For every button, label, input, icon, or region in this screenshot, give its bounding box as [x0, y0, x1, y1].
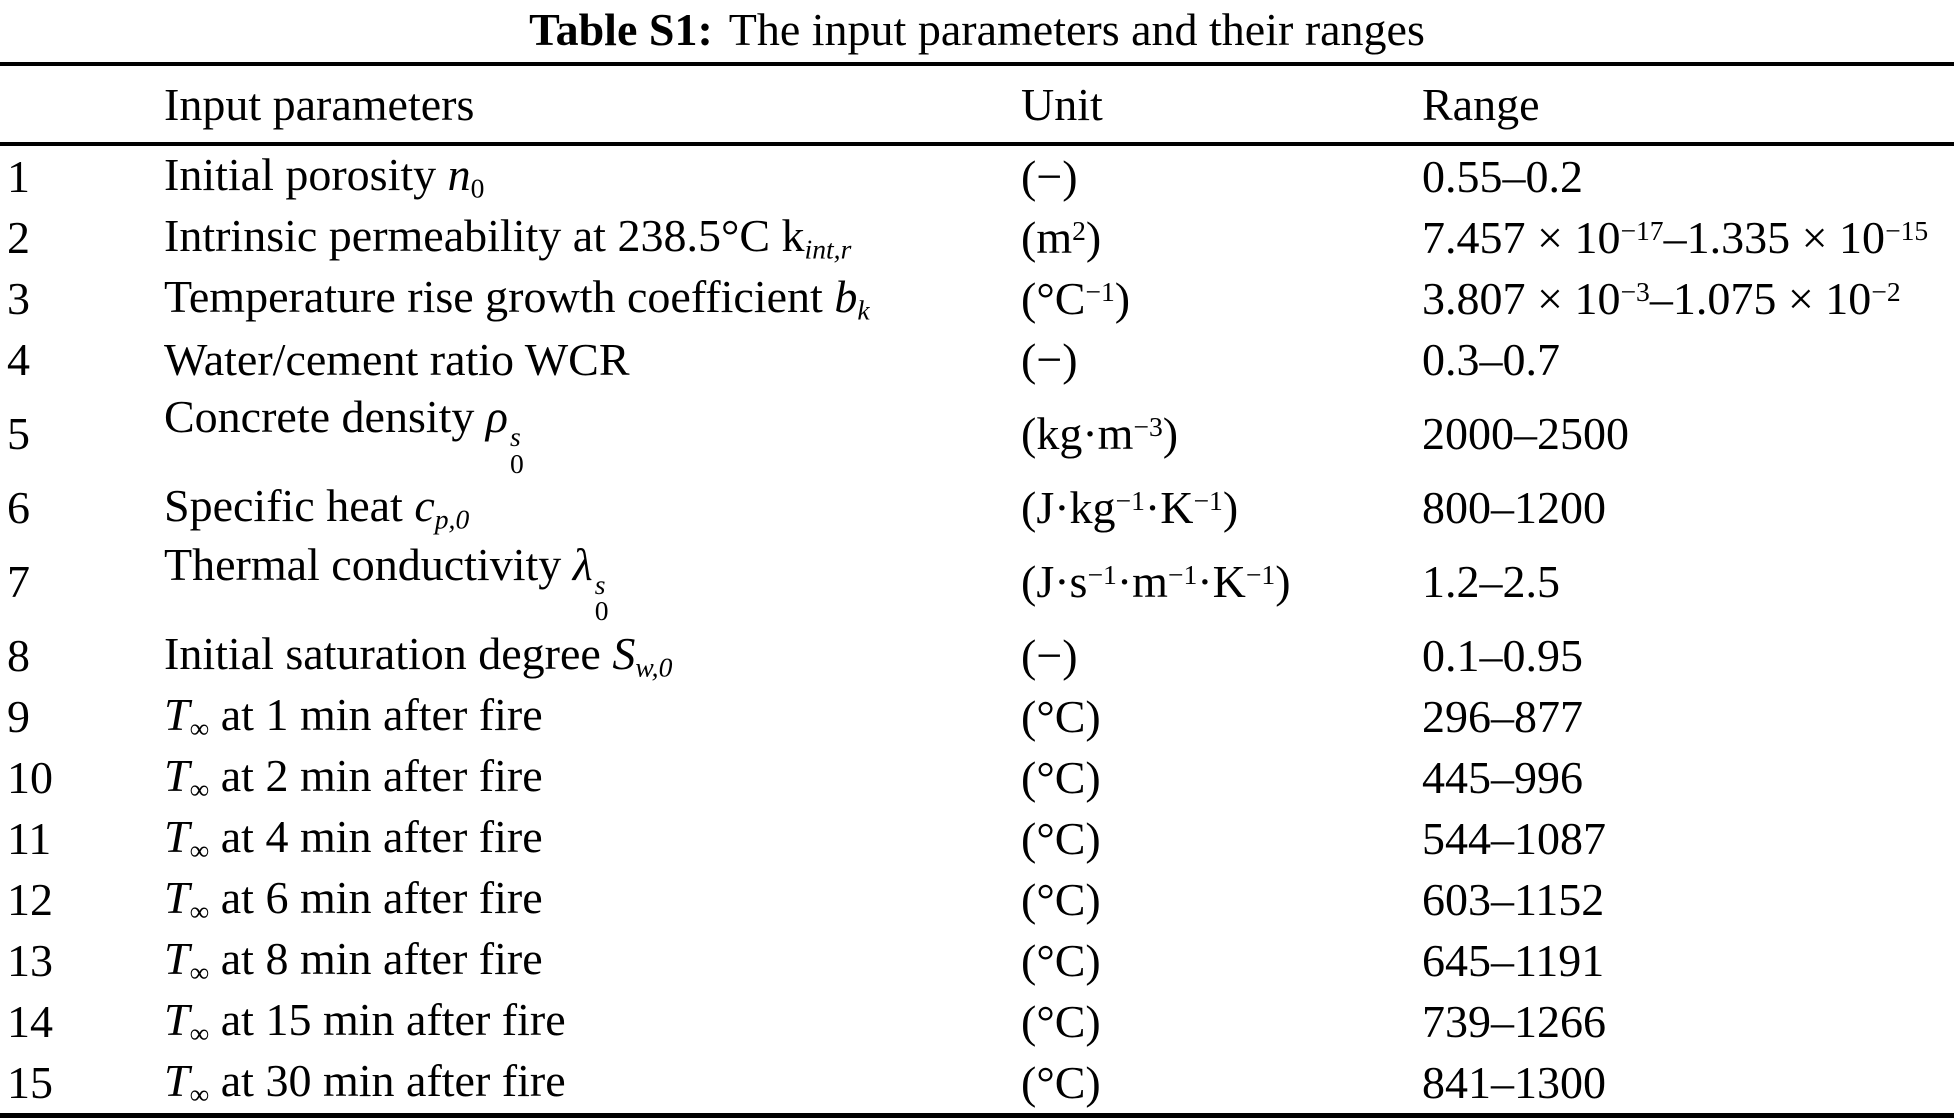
parameter-unit: (J·s−1·m−1·K−1): [1021, 555, 1291, 607]
parameter-name: T∞ at 8 min after fire: [164, 932, 543, 988]
table-row: 2 Intrinsic permeability at 238.5°C kint,…: [0, 207, 1954, 268]
parameter-unit: (°C): [1021, 873, 1101, 925]
parameter-range: 841–1300: [1422, 1056, 1606, 1108]
header-cell-parameters: Input parameters: [164, 64, 1021, 146]
parameter-name: Intrinsic permeability at 238.5°C kint,r: [164, 210, 852, 265]
table-row: 10 T∞ at 2 min after fire (°C) 445–996: [0, 747, 1954, 808]
parameter-unit: (m2): [1021, 212, 1102, 263]
table-row: 15 T∞ at 30 min after fire (°C) 841–1300: [0, 1052, 1954, 1116]
table-caption-label: Table S1:: [529, 4, 713, 55]
table-row: 8 Initial saturation degree Sw,0 (−) 0.1–0.…: [0, 625, 1954, 686]
row-index: 1: [7, 151, 30, 202]
parameter-unit: (°C): [1021, 934, 1101, 986]
row-index: 3: [7, 273, 30, 324]
row-index: 14: [7, 995, 53, 1047]
row-index: 5: [7, 407, 30, 459]
parameter-unit: (J·kg−1·K−1): [1021, 481, 1239, 533]
table-caption: Table S1: The input parameters and their …: [0, 0, 1954, 62]
parameter-name: Water/cement ratio WCR: [164, 334, 630, 385]
row-index: 2: [7, 212, 30, 263]
table-row: 5 Concrete density ρ s 0 (kg·m−3) 2000–2500: [0, 390, 1954, 477]
row-index: 12: [7, 873, 53, 925]
parameter-range: 296–877: [1422, 690, 1583, 742]
row-index: 11: [7, 812, 52, 864]
parameter-name: Specific heat cp,0: [164, 479, 470, 535]
parameter-range: 0.1–0.95: [1422, 629, 1583, 681]
row-index: 8: [7, 629, 30, 681]
table-row: 12 T∞ at 6 min after fire (°C) 603–1152: [0, 869, 1954, 930]
parameter-unit: (−): [1021, 334, 1078, 385]
table-row: 9 T∞ at 1 min after fire (°C) 296–877: [0, 686, 1954, 747]
parameter-unit: (°C−1): [1021, 273, 1131, 324]
parameter-range: 0.3–0.7: [1422, 334, 1560, 385]
parameter-name: T∞ at 30 min after fire: [164, 1054, 566, 1110]
parameter-range: 739–1266: [1422, 995, 1606, 1047]
parameter-range: 0.55–0.2: [1422, 151, 1583, 202]
row-index: 6: [7, 481, 30, 533]
table-row: 13 T∞ at 8 min after fire (°C) 645–1191: [0, 930, 1954, 991]
table-row: 6 Specific heat cp,0 (J·kg−1·K−1) 800–1200: [0, 477, 1954, 538]
parameter-name: T∞ at 2 min after fire: [164, 749, 543, 805]
parameter-range: 603–1152: [1422, 873, 1605, 925]
parameter-range: 645–1191: [1422, 934, 1605, 986]
table-row: 7 Thermal conductivity λ s 0 (J·s−1·m−1·K−1)…: [0, 538, 1954, 625]
table-row: 4 Water/cement ratio WCR (−) 0.3–0.7: [0, 329, 1954, 390]
parameter-unit: (−): [1021, 151, 1078, 202]
parameter-range: 7.457 × 10−17–1.335 × 10−15: [1422, 212, 1929, 263]
parameters-table: Input parameters Unit Range 1 Initial por…: [0, 62, 1954, 1118]
table-header: Input parameters Unit Range: [0, 64, 1954, 146]
header-cell-index: [0, 64, 164, 146]
table-row: 3 Temperature rise growth coefficient bk (…: [0, 268, 1954, 329]
row-index: 4: [7, 334, 30, 385]
table-header-row: Input parameters Unit Range: [0, 64, 1954, 146]
header-cell-unit: Unit: [1021, 64, 1422, 146]
parameter-name: T∞ at 1 min after fire: [164, 688, 543, 744]
parameter-unit: (°C): [1021, 812, 1101, 864]
table-row: 11 T∞ at 4 min after fire (°C) 544–1087: [0, 808, 1954, 869]
row-index: 15: [7, 1056, 53, 1108]
table-row: 1 Initial porosity n0 (−) 0.55–0.2: [0, 144, 1954, 207]
table-caption-text: The input parameters and their ranges: [728, 4, 1425, 55]
parameter-range: 544–1087: [1422, 812, 1606, 864]
parameter-unit: (kg·m−3): [1021, 407, 1179, 459]
parameter-name: Initial saturation degree Sw,0: [164, 627, 673, 683]
row-index: 7: [7, 555, 30, 607]
parameter-range: 2000–2500: [1422, 407, 1629, 459]
parameter-name: T∞ at 6 min after fire: [164, 871, 543, 927]
parameter-unit: (°C): [1021, 995, 1101, 1047]
table-body: 1 Initial porosity n0 (−) 0.55–0.2 2 Intrinsi…: [0, 144, 1954, 1115]
table-row: 14 T∞ at 15 min after fire (°C) 739–1266: [0, 991, 1954, 1052]
parameter-unit: (°C): [1021, 1056, 1101, 1108]
parameter-unit: (°C): [1021, 751, 1101, 803]
parameter-unit: (−): [1021, 629, 1078, 681]
parameter-range: 1.2–2.5: [1422, 555, 1560, 607]
row-index: 10: [7, 751, 53, 803]
parameter-name: Temperature rise growth coefficient bk: [164, 271, 870, 326]
parameter-range: 3.807 × 10−3–1.075 × 10−2: [1422, 273, 1901, 324]
parameter-name: T∞ at 4 min after fire: [164, 810, 543, 866]
row-index: 9: [7, 690, 30, 742]
parameter-range: 800–1200: [1422, 481, 1606, 533]
header-cell-range: Range: [1422, 64, 1954, 146]
parameter-name: Initial porosity n0: [164, 149, 485, 204]
parameter-range: 445–996: [1422, 751, 1583, 803]
row-index: 13: [7, 934, 53, 986]
parameter-unit: (°C): [1021, 690, 1101, 742]
parameter-name: T∞ at 15 min after fire: [164, 993, 566, 1049]
